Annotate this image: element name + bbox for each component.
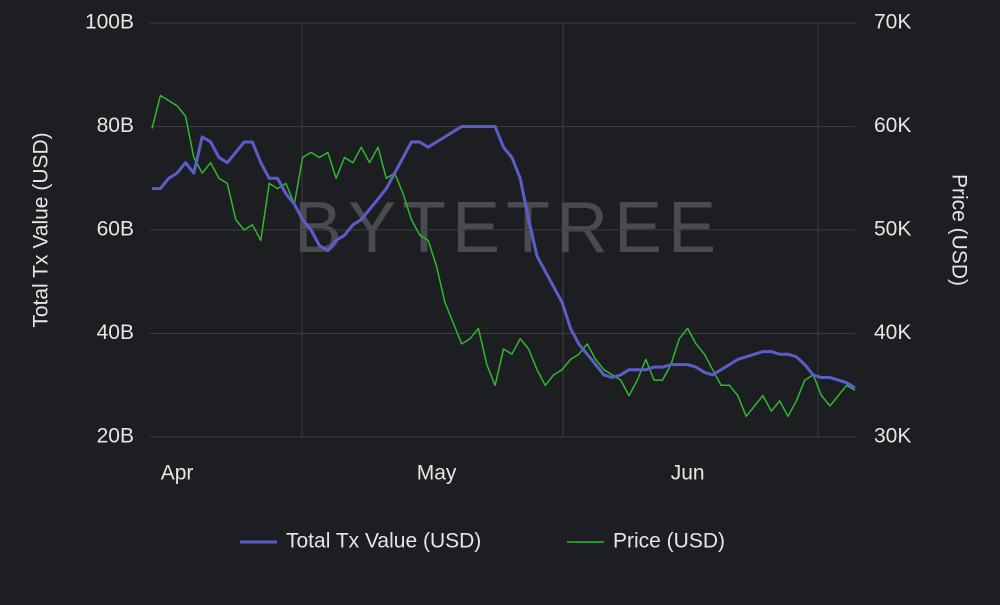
y-tick-label: 100B xyxy=(85,11,134,34)
y2-tick-label: 40K xyxy=(874,321,911,344)
line-series xyxy=(152,125,856,390)
y-tick-label: 60B xyxy=(97,218,134,241)
legend-label: Price (USD) xyxy=(613,530,725,553)
y2-tick-label: 70K xyxy=(874,11,911,34)
y2-tick-label: 30K xyxy=(874,425,911,448)
x-tick-label: May xyxy=(417,462,457,485)
legend-label: Total Tx Value (USD) xyxy=(286,530,481,553)
y-tick-label: 20B xyxy=(97,425,134,448)
y-axis-label: Total Tx Value (USD) xyxy=(30,132,53,327)
y2-tick-label: 60K xyxy=(874,114,911,137)
y-tick-label: 40B xyxy=(97,321,134,344)
watermark: BYTETREE xyxy=(294,188,722,268)
x-tick-label: Jun xyxy=(671,462,705,485)
x-tick-label: Apr xyxy=(161,462,194,485)
y2-axis-label: Price (USD) xyxy=(947,174,970,286)
y2-tick-label: 50K xyxy=(874,218,911,241)
line-series xyxy=(151,94,856,418)
y-tick-label: 80B xyxy=(97,114,134,137)
